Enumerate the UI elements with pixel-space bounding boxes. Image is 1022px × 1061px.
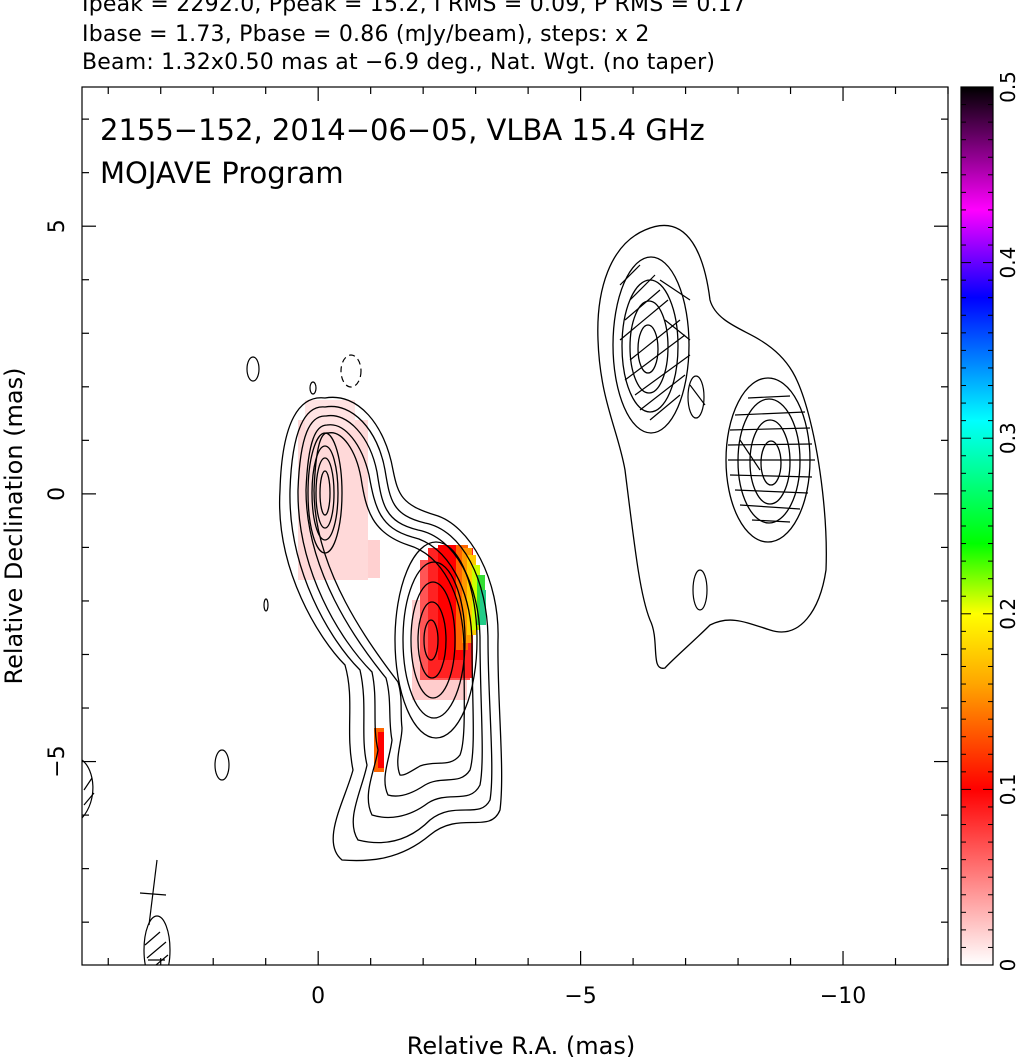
colorbar-ticks [961, 86, 993, 966]
y-tick-label: 5 [45, 219, 70, 233]
axis-ticks [82, 87, 949, 965]
colorbar-tick-label: 0.5 [996, 71, 1020, 103]
y-tick-label: −5 [45, 745, 70, 777]
evpa-vectors-south [727, 395, 815, 523]
contours-core-jet [278, 396, 503, 862]
plot-title-line2: MOJAVE Program [100, 156, 344, 190]
polarization-scale-vector [139, 859, 167, 926]
contours-lobes [597, 224, 827, 669]
contours-edge [82, 759, 95, 819]
plot-title-line1: 2155−152, 2014−06−05, VLBA 15.4 GHz [100, 113, 705, 147]
header-stats-line: Ipeak = 2292.0, Ppeak = 15.2, I RMS = 0.… [82, 0, 747, 17]
colorbar [960, 86, 994, 966]
x-tick-label: 0 [311, 984, 325, 1009]
x-tick-label: −10 [820, 984, 866, 1009]
header-base-line: Ibase = 1.73, Pbase = 0.86 (mJy/beam), s… [82, 22, 650, 47]
colorbar-tick-labels: 0 0.1 0.2 0.3 0.4 0.5 [996, 71, 1020, 971]
colorbar-tick-label: 0 [996, 959, 1020, 972]
plot-frame [81, 86, 949, 966]
colorbar-tick-label: 0.1 [996, 773, 1020, 805]
y-axis-label: Relative Declination (mas) [0, 367, 28, 684]
colorbar-tick-label: 0.4 [996, 247, 1020, 279]
y-tick-label: 0 [45, 487, 70, 501]
restoring-beam [143, 915, 171, 965]
axis-tick-labels: 0 −5 −10 5 0 −5 [45, 219, 866, 1009]
x-axis-label: Relative R.A. (mas) [407, 1032, 635, 1060]
colorbar-tick-label: 0.3 [996, 422, 1020, 454]
contours-noise [214, 354, 708, 781]
colorbar-tick-label: 0.2 [996, 598, 1020, 630]
x-tick-label: −5 [564, 984, 596, 1009]
header-beam-line: Beam: 1.32x0.50 mas at −6.9 deg., Nat. W… [82, 50, 716, 75]
evpa-vectors-north [619, 264, 706, 421]
